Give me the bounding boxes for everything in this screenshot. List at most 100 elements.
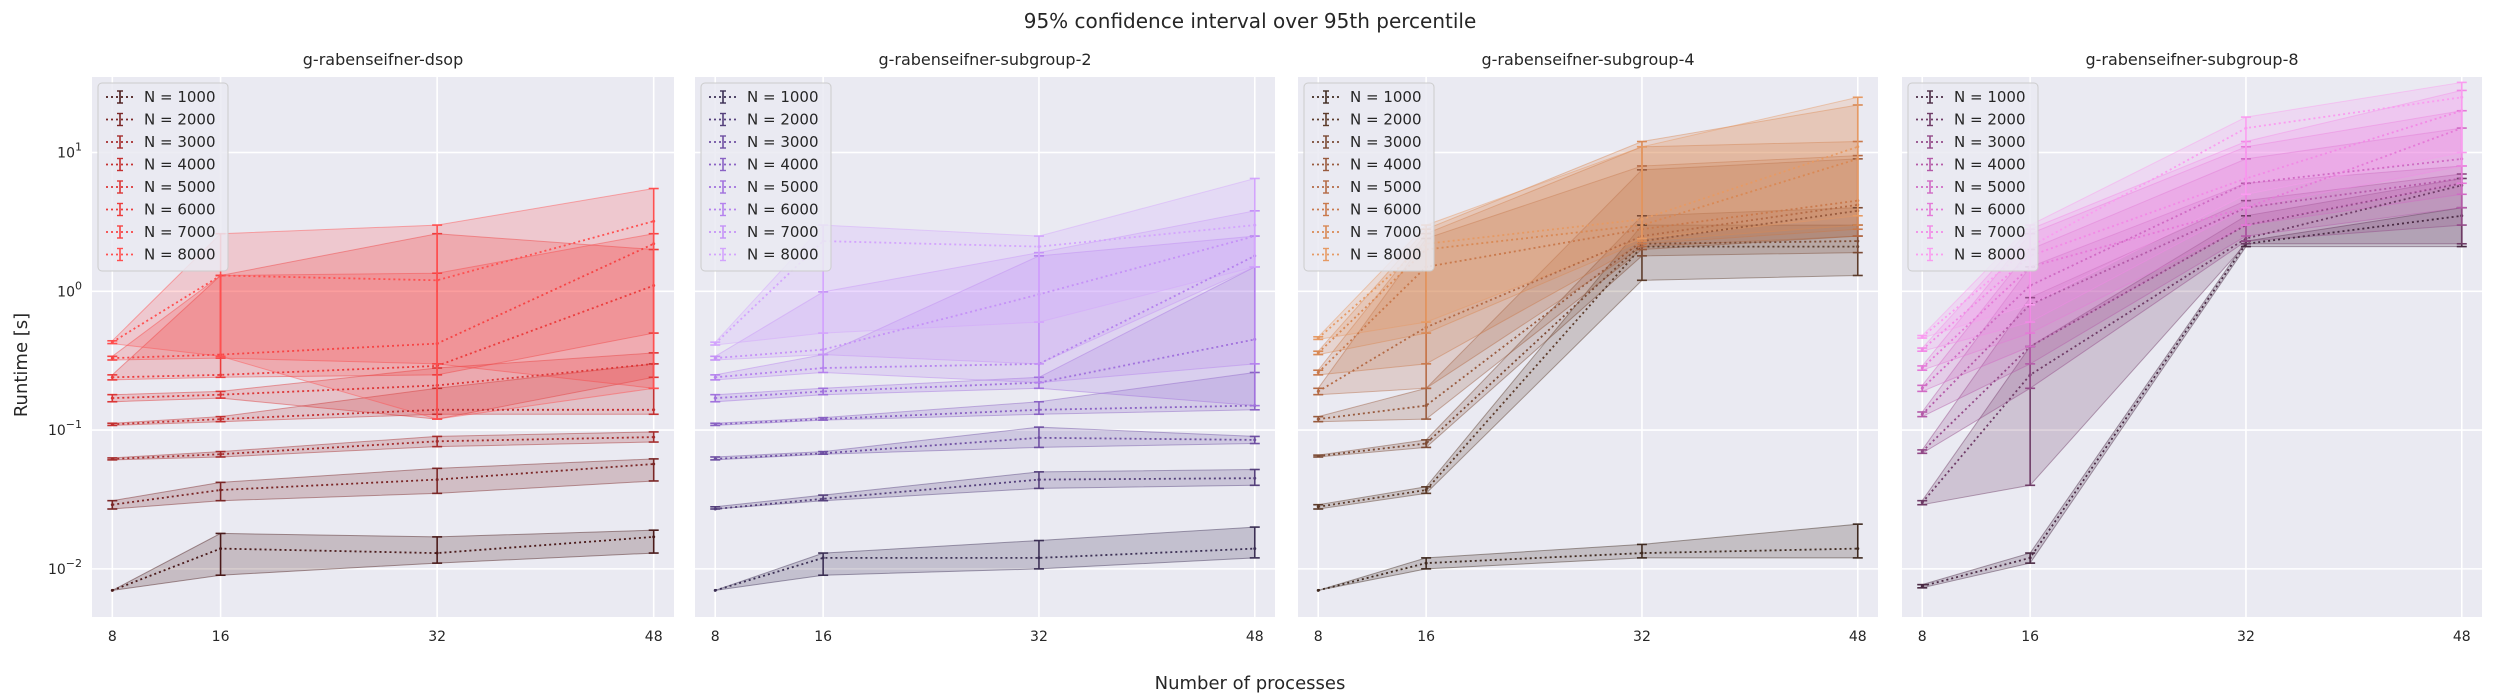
legend-box (97, 82, 229, 272)
data-point (713, 342, 717, 346)
y-tick-label: 10−2 (48, 557, 82, 578)
y-tick-label: 100 (57, 279, 82, 300)
legend-label: N = 5000 (1350, 178, 1422, 196)
data-point (110, 375, 114, 379)
legend-label: N = 8000 (747, 246, 819, 264)
series-line (112, 436, 654, 460)
data-point (1640, 217, 1644, 221)
y-tick-label: 10−1 (48, 418, 82, 439)
series-line (1318, 240, 1858, 457)
data-point (1037, 436, 1041, 440)
series-line (715, 338, 1255, 399)
y-axis-label: Runtime [s] (11, 313, 32, 417)
data-point (219, 393, 223, 397)
legend-label: N = 4000 (1954, 156, 2026, 174)
panel-4: g-rabenseifner-subgroup-8 8 16 32 48 N = 1000… (1902, 50, 2482, 645)
data-point (1316, 505, 1320, 509)
x-tick-label: 16 (814, 629, 832, 645)
series-line (1921, 96, 2462, 338)
data-point (1920, 412, 1924, 416)
legend: N = 1000 N = 2000 N = 3000 N = 4000 N = 5000… (1303, 82, 1435, 272)
series-line (714, 224, 1255, 345)
data-point (652, 435, 656, 439)
data-point (2244, 126, 2248, 130)
series-line (112, 284, 655, 379)
data-point (1640, 551, 1644, 555)
panel-title: g-rabenseifner-subgroup-4 (1481, 50, 1694, 69)
panel-3: g-rabenseifner-subgroup-4 8 16 32 48 N = 1000… (1298, 50, 1878, 645)
series-layer (710, 177, 1260, 592)
data-point (1037, 245, 1041, 249)
data-point (1424, 442, 1428, 446)
series-line (111, 536, 654, 592)
panel-title: g-rabenseifner-subgroup-2 (878, 50, 1091, 69)
data-point (2028, 556, 2032, 560)
series-line (715, 436, 1255, 460)
data-point (1920, 386, 1924, 390)
data-point (1253, 223, 1257, 227)
legend-label: N = 2000 (144, 111, 216, 129)
series-line (715, 477, 1255, 510)
series-line (715, 404, 1255, 426)
legend-label: N = 4000 (1350, 156, 1422, 174)
data-point (821, 389, 825, 393)
data-point (110, 457, 114, 461)
series-layer (1917, 81, 2467, 589)
legend-label: N = 1000 (1350, 88, 1422, 106)
x-tick-label: 16 (2021, 629, 2039, 645)
series-line (1921, 127, 2463, 369)
series-line (1921, 214, 2462, 588)
series-line (111, 220, 654, 343)
panels: g-rabenseifner-dsop 8 16 32 48 10−2 10−1 100 101… (48, 50, 2482, 645)
data-point (1316, 351, 1320, 355)
legend-box (1907, 82, 2039, 272)
x-tick-label: 32 (1633, 629, 1651, 645)
data-point (713, 588, 717, 592)
legend-label: N = 8000 (144, 246, 216, 264)
x-tick-label: 48 (1849, 629, 1867, 645)
data-point (1920, 501, 1924, 505)
data-point (1253, 547, 1257, 551)
data-point (435, 478, 439, 482)
data-point (110, 503, 114, 507)
series-line (1317, 145, 1859, 339)
x-tick-label: 48 (2453, 629, 2471, 645)
legend-label: N = 1000 (1954, 88, 2026, 106)
x-tick-label: 48 (645, 629, 663, 645)
data-point (219, 417, 223, 421)
data-point (1037, 556, 1041, 560)
panel-title: g-rabenseifner-subgroup-8 (2085, 50, 2298, 69)
data-point (1920, 584, 1924, 588)
panel-title: g-rabenseifner-dsop (303, 50, 463, 69)
data-point (1037, 478, 1041, 482)
data-point (713, 356, 717, 360)
x-tick-label: 32 (428, 629, 446, 645)
legend-label: N = 6000 (1954, 201, 2026, 219)
data-point (1316, 417, 1320, 421)
data-point (821, 348, 825, 352)
data-point (652, 535, 656, 539)
data-point (1316, 336, 1320, 340)
x-tick-label: 8 (1314, 629, 1323, 645)
legend: N = 1000 N = 2000 N = 3000 N = 4000 N = 5000… (1907, 82, 2039, 272)
series-line (112, 363, 654, 399)
data-point (1037, 408, 1041, 412)
series-line (1921, 109, 2463, 351)
legend-label: N = 3000 (1954, 133, 2026, 151)
data-point (713, 507, 717, 511)
series-line (112, 408, 654, 426)
legend-label: N = 5000 (747, 178, 819, 196)
data-point (821, 417, 825, 421)
figure-title: 95% confidence interval over 95th percen… (1024, 9, 1477, 33)
data-point (219, 273, 223, 277)
data-point (110, 588, 114, 592)
data-point (1920, 450, 1924, 454)
series-layer (107, 187, 659, 592)
legend-label: N = 8000 (1954, 246, 2026, 264)
legend-label: N = 3000 (747, 133, 819, 151)
series-line (1317, 547, 1858, 592)
x-tick-label: 8 (1918, 629, 1927, 645)
legend-label: N = 1000 (144, 88, 216, 106)
series-line (1318, 245, 1858, 508)
